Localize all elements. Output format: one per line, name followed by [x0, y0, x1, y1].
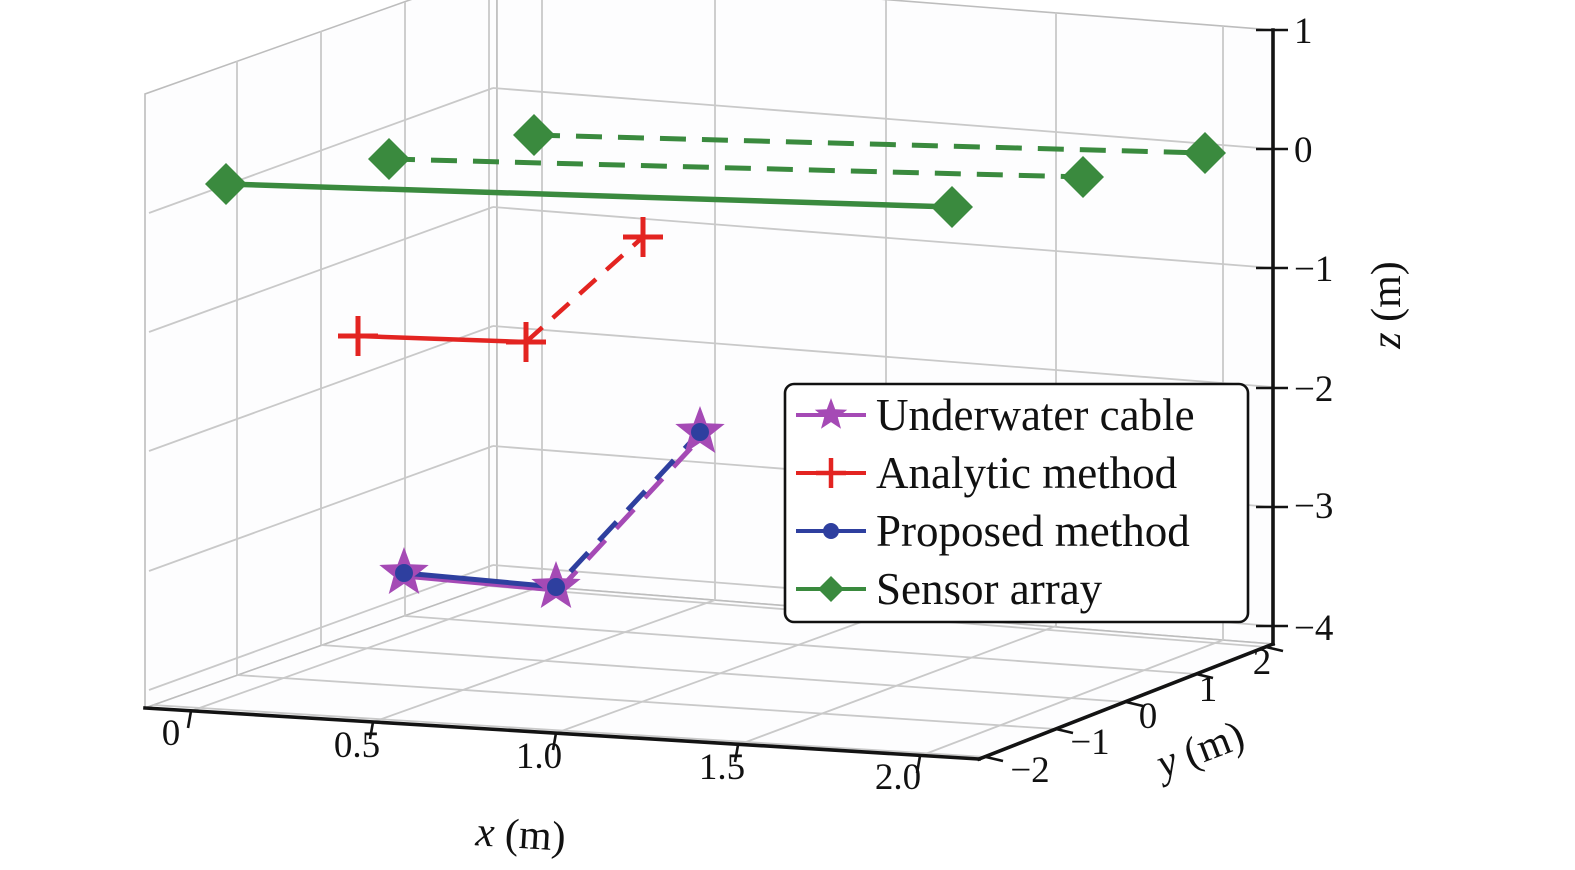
axis-tick: [1055, 727, 1074, 735]
legend-entry-circle: Proposed method: [796, 506, 1190, 556]
grid-line: [148, 325, 494, 452]
z-axis-label-var: z: [1364, 332, 1410, 349]
legend-label: Proposed method: [876, 506, 1190, 556]
z-axis-label-unit: (m): [1364, 261, 1410, 332]
legend: Underwater cable Analytic method Proposed …: [783, 382, 1250, 624]
legend-label: Analytic method: [876, 448, 1177, 498]
circle-marker: [395, 564, 413, 582]
tick-label: 1: [1199, 669, 1218, 710]
series-line-purple: [403, 573, 557, 593]
x-axis-label: x (m): [474, 809, 567, 860]
z-axis-label: z (m): [1364, 261, 1410, 350]
axis-tick: [1195, 672, 1214, 680]
grid-line: [148, 564, 494, 691]
grid-line: [492, 206, 1274, 269]
series-line-green: [533, 132, 1206, 156]
axis-tick: [985, 755, 1004, 763]
x-axis-label-var: x: [474, 809, 497, 856]
tick-label: 2.0: [875, 757, 921, 798]
series-line-blue: [403, 570, 557, 590]
data-series: [205, 114, 1226, 608]
tick-label: 0: [1294, 130, 1313, 171]
grid-line: [492, 87, 1274, 150]
circle-marker: [547, 578, 565, 596]
series-line-red: [524, 235, 645, 344]
axis-tick: [733, 744, 740, 763]
legend-star-icon: [814, 398, 848, 429]
grid-line: [320, 644, 1127, 703]
legend-diamond-icon: [818, 576, 844, 602]
legend-circle-icon: [823, 523, 839, 539]
axis-spine: [976, 641, 1276, 762]
series-line-green: [225, 181, 953, 210]
tick-label: −2: [1294, 369, 1333, 410]
tick-label: −2: [1010, 750, 1049, 791]
grid-line: [148, 445, 494, 572]
diamond-marker: [1062, 156, 1104, 198]
tick-label: 1: [1294, 11, 1313, 52]
axis-tick: [1265, 645, 1284, 653]
axis-panes: [144, 0, 1274, 760]
tick-label: 0: [1139, 696, 1158, 737]
axis-tick: [368, 721, 375, 740]
legend-entry-star: Underwater cable: [796, 390, 1195, 440]
diamond-marker: [1184, 132, 1226, 174]
tick-label: 0: [162, 713, 181, 754]
grid-line: [492, 325, 1274, 388]
grid-line: [148, 206, 494, 333]
axis-tick: [915, 755, 922, 774]
tick-label: −1: [1070, 722, 1109, 763]
series-line-purple: [557, 433, 705, 592]
grid-lines: [148, 0, 1274, 758]
y-axis-label: y (m): [1146, 712, 1250, 789]
circle-marker: [691, 423, 709, 441]
tick-label: 1.5: [699, 747, 745, 788]
legend-label: Sensor array: [876, 564, 1103, 614]
axis-spine: [143, 706, 981, 761]
tick-label: 2: [1253, 642, 1272, 683]
axis-tick: [1125, 700, 1144, 708]
grid-line: [152, 704, 987, 758]
tick-label: 0.5: [334, 725, 380, 766]
tick-label: −3: [1294, 486, 1333, 527]
y-axis-label-unit: (m): [1168, 712, 1251, 780]
grid-line: [404, 615, 1197, 675]
axis-tick: [186, 710, 193, 729]
x-axis-label-unit: (m): [493, 810, 567, 860]
grid-line: [236, 674, 1057, 730]
tick-label: −4: [1294, 608, 1333, 649]
legend-box: [783, 382, 1250, 624]
legend-label: Underwater cable: [876, 390, 1195, 440]
diamond-marker: [931, 186, 973, 228]
axis-tick: [551, 732, 558, 751]
series-line-blue: [554, 430, 702, 589]
diamond-marker: [368, 138, 410, 180]
legend-entry-plus: Analytic method: [796, 448, 1177, 498]
grid-line: [148, 87, 494, 214]
axis-spines: [143, 28, 1288, 774]
diamond-marker: [513, 114, 555, 156]
tick-label: 1.0: [516, 736, 562, 777]
series-line-green: [388, 156, 1084, 180]
series-line-red: [357, 333, 527, 345]
legend-entry-diamond: Sensor array: [796, 564, 1103, 614]
diamond-marker: [205, 163, 247, 205]
tick-label: −1: [1294, 249, 1333, 290]
